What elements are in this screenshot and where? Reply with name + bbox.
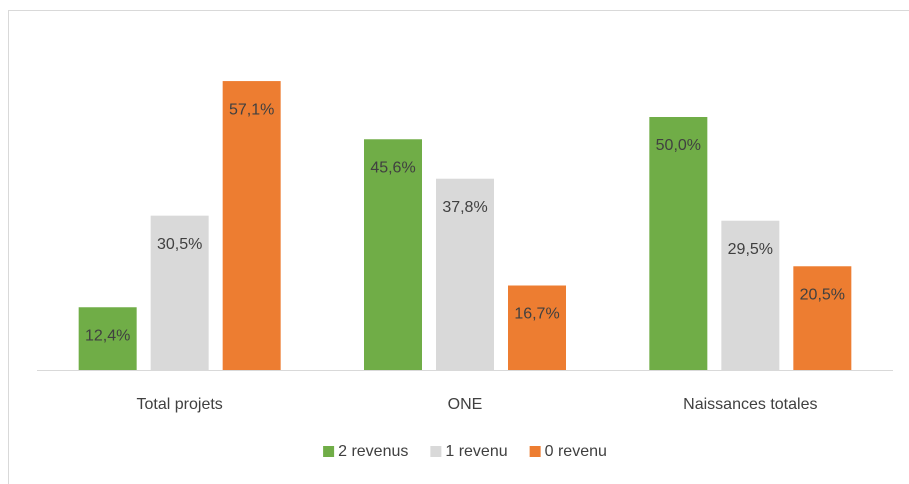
legend-label: 0 revenu [545, 443, 607, 460]
bar [222, 81, 281, 370]
bar [721, 220, 780, 370]
bar [508, 285, 566, 370]
x-tick-label: Total projets [137, 396, 223, 413]
legend-swatch [323, 446, 335, 457]
bar [78, 307, 137, 370]
data-label: 57,1% [229, 101, 274, 118]
legend-swatch [529, 446, 541, 457]
legend-label: 1 revenu [445, 443, 507, 460]
bar [364, 139, 422, 370]
bar [436, 178, 494, 370]
x-tick-label: ONE [448, 396, 483, 413]
data-label: 29,5% [728, 241, 773, 258]
data-label: 12,4% [85, 327, 130, 344]
data-label: 30,5% [157, 236, 202, 253]
legend-swatch [430, 446, 442, 457]
x-tick-label: Naissances totales [683, 396, 817, 413]
bar [150, 215, 209, 370]
chart-frame [8, 10, 909, 484]
data-label: 37,8% [442, 199, 487, 216]
data-label: 45,6% [370, 159, 415, 176]
data-label: 20,5% [800, 286, 845, 303]
data-label: 16,7% [514, 306, 559, 323]
data-label: 50,0% [656, 137, 701, 154]
bar [793, 266, 852, 370]
legend-label: 2 revenus [338, 443, 408, 460]
bar [649, 117, 708, 370]
